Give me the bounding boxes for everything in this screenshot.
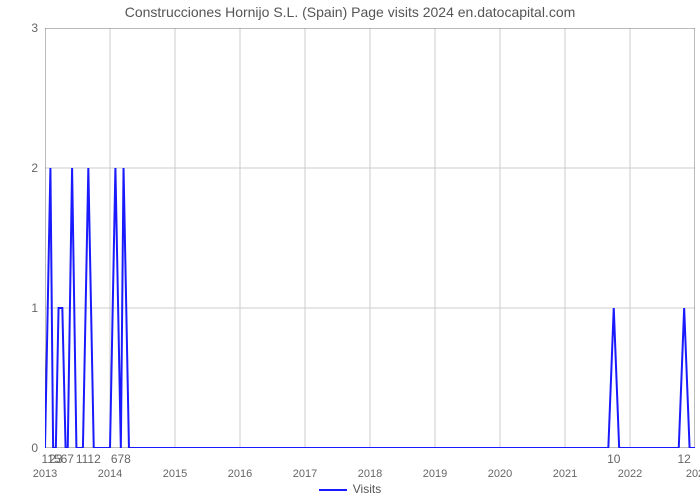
x-year-label: 2017 (293, 468, 317, 480)
y-tick-label: 0 (8, 441, 38, 455)
x-year-label: 2018 (358, 468, 382, 480)
x-year-label: 2020 (488, 468, 512, 480)
x-year-label: 2015 (163, 468, 187, 480)
legend: Visits (0, 482, 700, 496)
x-year-label: 202 (686, 468, 700, 480)
x-point-label: 10 (607, 452, 620, 466)
y-tick-label: 1 (8, 301, 38, 315)
x-point-label: 12 (677, 452, 690, 466)
y-tick-label: 2 (8, 161, 38, 175)
x-year-label: 2014 (98, 468, 122, 480)
plot-area (45, 28, 695, 448)
x-year-label: 2022 (618, 468, 642, 480)
x-year-label: 2013 (33, 468, 57, 480)
x-year-label: 2016 (228, 468, 252, 480)
x-point-label: 567 (54, 452, 74, 466)
legend-label: Visits (353, 482, 381, 496)
x-point-label: 678 (111, 452, 131, 466)
legend-line-swatch (319, 489, 347, 491)
chart-svg (45, 28, 695, 448)
x-year-label: 2019 (423, 468, 447, 480)
x-year-label: 2021 (553, 468, 577, 480)
chart-container: Construcciones Hornijo S.L. (Spain) Page… (0, 0, 700, 500)
x-point-label: 1112 (76, 452, 101, 466)
y-tick-label: 3 (8, 21, 38, 35)
chart-title: Construcciones Hornijo S.L. (Spain) Page… (0, 4, 700, 20)
